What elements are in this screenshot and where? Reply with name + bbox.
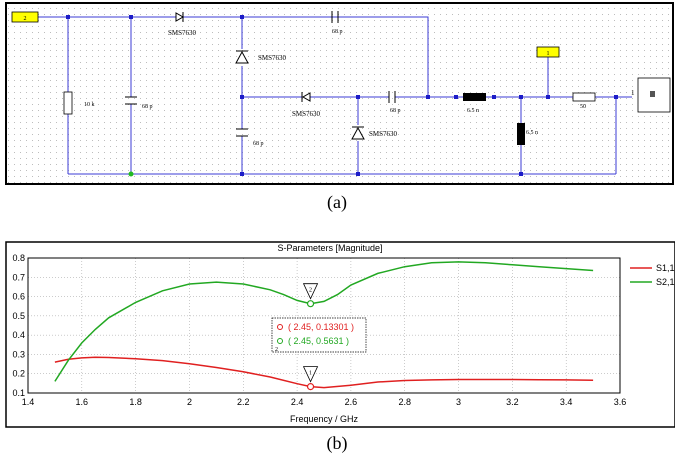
capacitor-left-label: 68 p — [142, 104, 153, 110]
marker-triangle — [302, 366, 319, 383]
x-tick-label: 1.4 — [22, 397, 35, 407]
x-tick-label: 1.6 — [76, 397, 89, 407]
readout-s11: ( 2.45, 0.13301 ) — [288, 322, 354, 332]
port-1-label: 1 — [547, 51, 550, 57]
x-tick-label: 1.8 — [129, 397, 142, 407]
x-tick-label: 2.4 — [291, 397, 304, 407]
y-tick-labels: 0.1 0.2 0.3 0.4 0.5 0.6 0.7 0.8 — [12, 253, 25, 398]
diode-middle — [301, 92, 311, 102]
capacitor-middle-label: 68 p — [390, 108, 401, 114]
markers: 21 — [302, 283, 319, 391]
x-tick-label: 2 — [187, 397, 192, 407]
plot-area — [27, 257, 621, 394]
capacitor-top-label: 68 p — [332, 29, 343, 35]
marker-label: 2 — [309, 288, 312, 294]
x-tick-label: 2.6 — [345, 397, 358, 407]
inductor-series — [463, 93, 486, 101]
resistor-50 — [572, 92, 596, 102]
y-tick-label: 0.6 — [12, 292, 25, 302]
marker-point — [306, 383, 315, 391]
y-tick-label: 0.2 — [12, 369, 25, 379]
capacitor-middle — [388, 91, 396, 103]
terminal-number: 1 — [631, 89, 635, 97]
diode-middle-label: SMS7630 — [292, 110, 321, 118]
y-tick-label: 0.7 — [12, 272, 25, 282]
x-tick-label: 3 — [456, 397, 461, 407]
inductor-series-label: 6.5 n — [467, 108, 479, 114]
capacitor-stack — [236, 128, 248, 137]
inductor-shunt-label: 6.5 n — [526, 130, 538, 136]
port-2-tag: 2 — [11, 11, 39, 23]
legend-s11: S1,1 — [656, 263, 675, 273]
resistor-10k — [63, 91, 73, 115]
x-tick-label: 3.4 — [560, 397, 573, 407]
wire-nodes — [66, 15, 618, 176]
capacitor-stack-label: 68 p — [253, 141, 264, 147]
inductor-shunt — [517, 123, 525, 145]
plot-title: S-Parameters [Magnitude] — [277, 243, 382, 253]
readout-s21: ( 2.45, 0.5631 ) — [288, 336, 349, 346]
port-1-tag: 1 — [536, 46, 560, 58]
caption-b: (b) — [327, 433, 348, 454]
x-tick-labels: 1.4 1.6 1.8 2 2.2 2.4 2.6 2.8 3 3.2 3.4 3.6 — [22, 397, 627, 407]
y-tick-label: 0.3 — [12, 349, 25, 359]
diode-top — [175, 12, 185, 22]
diode-vertical-upper — [235, 50, 249, 64]
port-2-label: 2 — [24, 16, 27, 22]
diode-shunt-label: SMS7630 — [369, 130, 398, 138]
y-tick-label: 0.8 — [12, 253, 25, 263]
s11-series-line — [54, 356, 594, 389]
marker-readout-box: ( 2.45, 0.13301 ) ( 2.45, 0.5631 ) 2 — [271, 317, 367, 353]
y-tick-label: 0.4 — [12, 330, 25, 340]
marker-point — [306, 300, 315, 308]
legend: S1,1 S2,1 — [630, 263, 675, 287]
x-tick-label: 3.6 — [614, 397, 627, 407]
schematic-frame — [5, 2, 674, 185]
marker-triangle — [302, 283, 319, 300]
terminal-block: 1 — [631, 77, 671, 113]
marker-label: 1 — [309, 371, 312, 377]
s-parameter-plot: S-Parameters [Magnitude] 0.1 0.2 0.3 0.4 0.5… — [5, 241, 675, 428]
s21-series-line — [54, 261, 594, 382]
x-tick-label: 3.2 — [506, 397, 519, 407]
resistor-50-label: 50 — [580, 104, 586, 110]
caption-a: (a) — [327, 192, 347, 213]
x-axis-label: Frequency / GHz — [290, 414, 359, 424]
diode-vertical-upper-label: SMS7630 — [258, 54, 287, 62]
capacitor-top — [331, 11, 339, 23]
resistor-10k-label: 10 k — [84, 102, 95, 108]
capacitor-left — [125, 96, 137, 105]
diode-top-label: SMS7630 — [168, 29, 197, 37]
ground-node — [128, 171, 134, 177]
x-tick-label: 2.8 — [398, 397, 411, 407]
readout-marker-num: 2 — [275, 347, 278, 353]
schematic-diagram: 2 1 10 k 68 p SMS7630 68 p SMS7630 — [5, 2, 674, 185]
y-tick-label: 0.1 — [12, 388, 25, 398]
y-tick-label: 0.5 — [12, 311, 25, 321]
x-tick-label: 2.2 — [237, 397, 250, 407]
legend-s21: S2,1 — [656, 277, 675, 287]
diode-shunt — [351, 126, 365, 140]
